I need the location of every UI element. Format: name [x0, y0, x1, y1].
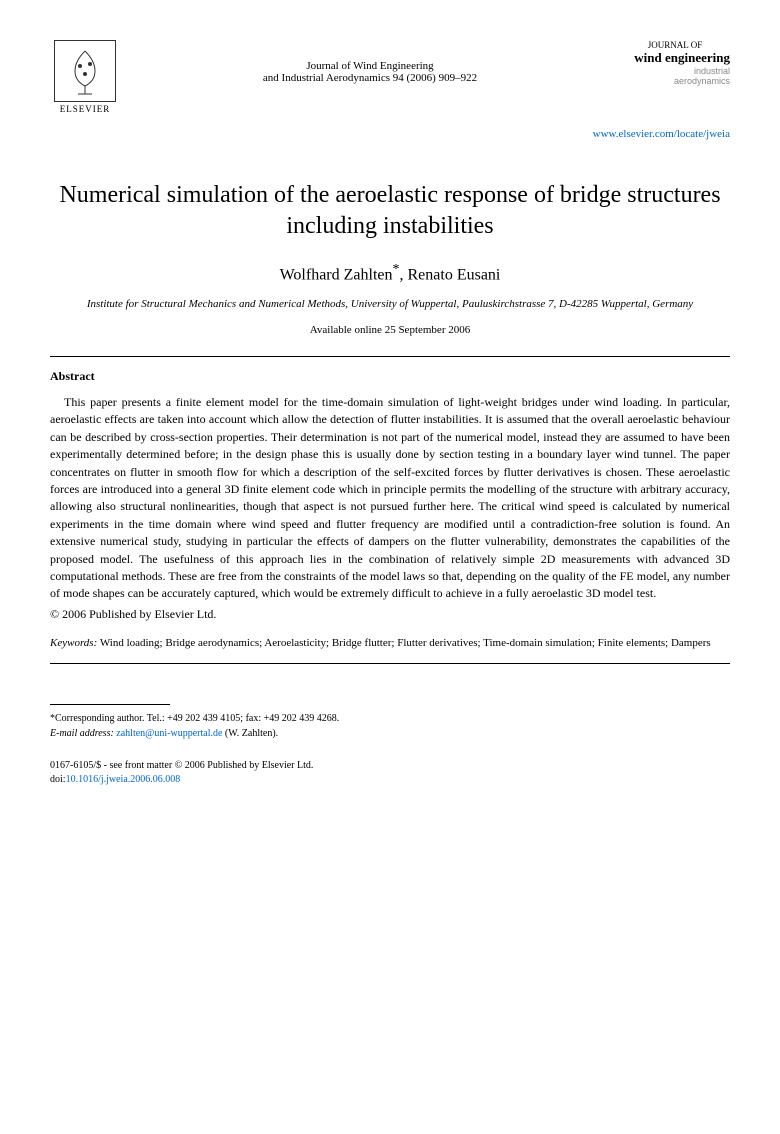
journal-line2: and Industrial Aerodynamics 94 (2006) 90… — [120, 72, 620, 84]
journal-logo-sub2: aerodynamics — [620, 76, 730, 86]
footer: 0167-6105/$ - see front matter © 2006 Pu… — [50, 759, 730, 787]
corresponding-footnote: *Corresponding author. Tel.: +49 202 439… — [50, 711, 730, 726]
email-footnote: E-mail address: zahlten@uni-wuppertal.de… — [50, 726, 730, 741]
publisher-logo: ELSEVIER — [50, 40, 120, 120]
footnote-separator — [50, 704, 170, 705]
journal-citation: Journal of Wind Engineering and Industri… — [120, 40, 620, 84]
authors: Wolfhard Zahlten*, Renato Eusani — [50, 262, 730, 284]
journal-line1: Journal of Wind Engineering — [120, 60, 620, 72]
journal-url-link[interactable]: www.elsevier.com/locate/jweia — [50, 128, 730, 140]
journal-logo: JOURNAL OF wind engineering industrial a… — [620, 40, 730, 86]
keywords-label: Keywords: — [50, 637, 97, 649]
author-2: Renato Eusani — [408, 267, 501, 284]
abstract-copyright: © 2006 Published by Elsevier Ltd. — [50, 607, 730, 622]
affiliation: Institute for Structural Mechanics and N… — [50, 297, 730, 312]
keywords-text: Wind loading; Bridge aerodynamics; Aeroe… — [97, 637, 710, 649]
article-title: Numerical simulation of the aeroelastic … — [50, 180, 730, 242]
publisher-name: ELSEVIER — [60, 104, 111, 114]
abstract-heading: Abstract — [50, 369, 730, 384]
divider-bottom — [50, 663, 730, 664]
author-separator: , — [400, 267, 408, 284]
available-online-date: Available online 25 September 2006 — [50, 324, 730, 336]
divider-top — [50, 356, 730, 357]
keywords: Keywords: Wind loading; Bridge aerodynam… — [50, 636, 730, 651]
abstract-body: This paper presents a finite element mod… — [50, 394, 730, 603]
doi-label: doi: — [50, 774, 66, 785]
issn-line: 0167-6105/$ - see front matter © 2006 Pu… — [50, 759, 730, 773]
header-row: ELSEVIER Journal of Wind Engineering and… — [50, 40, 730, 120]
doi-line: doi:10.1016/j.jweia.2006.06.008 — [50, 773, 730, 787]
journal-logo-main: wind engineering — [620, 50, 730, 66]
corresponding-mark: * — [393, 262, 400, 277]
email-link[interactable]: zahlten@uni-wuppertal.de — [116, 728, 222, 739]
author-1: Wolfhard Zahlten — [280, 267, 393, 284]
email-label: E-mail address: — [50, 728, 114, 739]
elsevier-tree-icon — [54, 40, 116, 102]
doi-link[interactable]: 10.1016/j.jweia.2006.06.008 — [66, 774, 181, 785]
email-author: (W. Zahlten). — [222, 728, 278, 739]
journal-logo-sub1: industrial — [620, 66, 730, 76]
journal-logo-top: JOURNAL OF — [620, 40, 730, 50]
